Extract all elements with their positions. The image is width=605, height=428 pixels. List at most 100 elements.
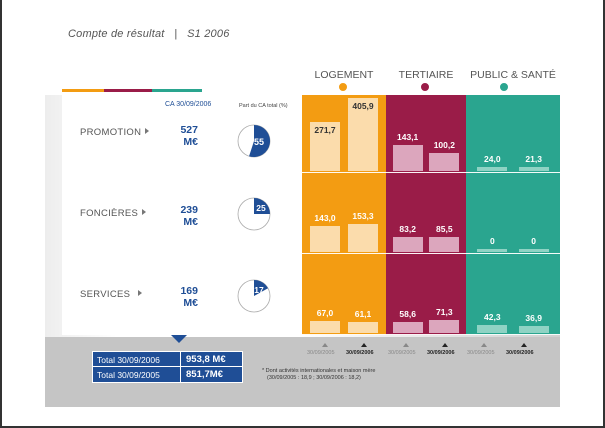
- bar: [348, 321, 378, 333]
- bar: [348, 224, 378, 252]
- total-label-2006: Total 30/09/2006: [97, 355, 160, 365]
- bar: [518, 167, 549, 171]
- stripe-public: [152, 89, 202, 92]
- bar-value-label: 67,0: [316, 307, 334, 318]
- col-header-logement: LOGEMENT: [314, 69, 374, 81]
- bar: [429, 236, 460, 252]
- pie-foncieres: 25: [237, 197, 271, 231]
- bar-value-label: 71,3: [436, 307, 453, 318]
- total-label-2005: Total 30/09/2005: [97, 370, 160, 380]
- frame-right-border: [603, 0, 605, 428]
- bar-value-label: 100,2: [433, 139, 455, 150]
- row-separator: [62, 172, 560, 173]
- period-marker-icon: [481, 343, 487, 347]
- totals-row-divider: [92, 366, 243, 367]
- bar: [392, 322, 423, 333]
- col-header-public: PUBLIC & SANTÉ: [470, 69, 556, 81]
- period-label: 30/09/2006: [506, 350, 534, 356]
- footnote: * Dont activités internationales et mais…: [262, 368, 375, 382]
- part-column-header: Part du CA total (%): [239, 103, 288, 109]
- bar: [429, 152, 460, 171]
- pie-promotion: 55: [237, 124, 271, 158]
- pie-slice: [254, 280, 269, 296]
- bar-value-label: 21,3: [525, 154, 542, 165]
- bar-value-label: 143,0: [314, 213, 336, 224]
- col-header-tertiaire: TERTIAIRE: [398, 69, 454, 81]
- bar-value-label: 58,6: [399, 309, 416, 320]
- row-label-promotion: PROMOTION: [80, 127, 160, 138]
- footnote-line-2: (30/09/2005 : 18,9 ; 30/09/2006 : 18,2): [267, 375, 361, 381]
- pie-slice: [254, 198, 270, 214]
- arrow-right-icon: [142, 209, 147, 215]
- period-marker-icon: [442, 343, 448, 347]
- bar-value-label: 0: [531, 236, 537, 246]
- bar-value-label: 42,3: [484, 312, 501, 323]
- period-label: 30/09/2005: [388, 350, 416, 356]
- frame-bottom-border: [0, 426, 605, 428]
- bar: [518, 326, 549, 333]
- col-dot-public: [499, 82, 509, 92]
- bar-value-label: 0: [489, 236, 495, 246]
- period-label: 30/09/2006: [427, 350, 455, 356]
- bar: [310, 320, 340, 333]
- total-pointer-icon: [171, 335, 187, 343]
- bar: [392, 236, 423, 252]
- row-label-services: SERVICES: [80, 289, 160, 300]
- col-tick-logement: [343, 90, 344, 95]
- pie-label: 25: [256, 203, 266, 213]
- row-ca-promotion: 527 M€: [180, 124, 198, 148]
- totals-box: [92, 351, 243, 383]
- frame-left-border: [0, 0, 2, 428]
- period-label: 30/09/2005: [467, 350, 495, 356]
- period-label: 30/09/2006: [346, 350, 374, 356]
- bar: [392, 145, 423, 171]
- bar-value-label: 24,0: [484, 153, 501, 164]
- row-ca-foncieres: 239 M€: [180, 204, 198, 228]
- bar-value-label: 405,9: [352, 100, 374, 111]
- bar-value-label: 153,3: [352, 211, 374, 222]
- bar: [477, 249, 508, 252]
- row-label-foncieres: FONCIÈRES: [80, 208, 160, 219]
- bar: [310, 226, 340, 252]
- footnote-line-1: * Dont activités internationales et mais…: [262, 368, 376, 374]
- col-tick-public: [504, 90, 505, 95]
- totals-divider: [180, 351, 181, 383]
- stripe-tertiaire: [104, 89, 152, 92]
- segment-column-tertiaire: [386, 95, 466, 335]
- pie-slice: [249, 125, 270, 157]
- period-marker-icon: [322, 343, 328, 347]
- arrow-right-icon: [138, 290, 143, 296]
- period-label: 30/09/2005: [307, 350, 335, 356]
- page-title: Compte de résultat | S1 2006: [68, 28, 230, 40]
- bar-value-label: 143,1: [397, 132, 419, 143]
- bar: [429, 320, 460, 333]
- bar-value-label: 61,1: [354, 308, 372, 319]
- total-value-2005: 851,7M€: [186, 369, 223, 380]
- segment-column-public: [466, 95, 560, 335]
- col-tick-tertiaire: [425, 90, 426, 95]
- col-dot-tertiaire: [420, 82, 430, 92]
- ca-column-header: CA 30/09/2006: [165, 101, 212, 108]
- pie-label: 55: [254, 137, 264, 147]
- bar-value-label: 83,2: [399, 223, 416, 234]
- row-separator: [62, 334, 560, 335]
- bar-value-label: 271,7: [314, 124, 336, 135]
- period-marker-icon: [521, 343, 527, 347]
- bar-value-label: 36,9: [525, 313, 542, 324]
- bar: [310, 121, 340, 171]
- stripe-logement: [62, 89, 104, 92]
- bar: [477, 166, 508, 171]
- row-ca-services: 169 M€: [180, 285, 198, 309]
- bar: [518, 249, 549, 252]
- arrow-right-icon: [145, 128, 150, 134]
- bar-value-label: 85,5: [436, 223, 453, 234]
- period-marker-icon: [403, 343, 409, 347]
- bar: [348, 97, 378, 171]
- pie-label: 17: [254, 285, 264, 295]
- row-separator: [62, 253, 560, 254]
- col-dot-logement: [338, 82, 348, 92]
- period-marker-icon: [361, 343, 367, 347]
- pie-services: 17: [237, 279, 271, 313]
- total-value-2006: 953,8 M€: [186, 354, 226, 365]
- bar: [477, 325, 508, 333]
